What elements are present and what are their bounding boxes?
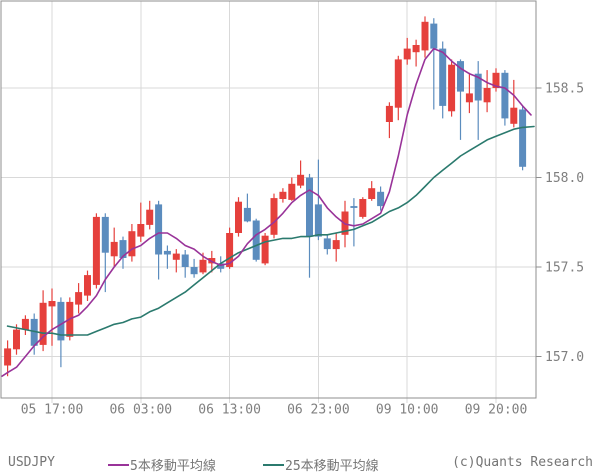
candle-body-up bbox=[75, 292, 83, 305]
candle-body-down bbox=[30, 318, 38, 346]
y-axis-label: 158.0 bbox=[545, 171, 584, 186]
symbol-label: USDJPY bbox=[8, 455, 55, 470]
candle-body-up bbox=[483, 88, 491, 103]
candle-body-down bbox=[457, 61, 464, 92]
candle-body-up bbox=[403, 48, 411, 60]
candle-body-up bbox=[332, 240, 340, 250]
candle-body-down bbox=[57, 301, 65, 341]
candle-body-up bbox=[48, 301, 56, 307]
ma5-line bbox=[1, 47, 532, 378]
candle-body-up bbox=[128, 231, 136, 257]
candles bbox=[4, 16, 527, 377]
candle-body-down bbox=[306, 177, 313, 237]
legend-ma25: 25本移動平均線 bbox=[263, 455, 379, 474]
candle-body-down bbox=[430, 23, 438, 49]
candle-body-down bbox=[181, 254, 189, 267]
candle-body-down bbox=[377, 191, 385, 207]
candle-body-up bbox=[359, 199, 367, 217]
candle-body-down bbox=[323, 238, 331, 250]
x-axis-label: 06 23:00 bbox=[287, 403, 350, 418]
candle-body-down bbox=[101, 216, 109, 253]
x-axis-label: 06 13:00 bbox=[198, 403, 261, 418]
candle-body-up bbox=[199, 259, 207, 273]
x-axis-label: 09 10:00 bbox=[376, 403, 439, 418]
candle-body-up bbox=[465, 93, 473, 103]
candle-body-up bbox=[13, 329, 20, 350]
candle-body-up bbox=[146, 209, 154, 225]
candle-body-up bbox=[172, 253, 180, 260]
candle-body-up bbox=[261, 235, 269, 264]
candle-body-down bbox=[119, 240, 127, 258]
candle-body-up bbox=[92, 216, 100, 285]
x-axis-label: 09 20:00 bbox=[465, 403, 528, 418]
candle-body-up bbox=[421, 21, 429, 51]
candle-body-up bbox=[235, 201, 242, 233]
candle-body-up bbox=[226, 233, 234, 267]
candle-body-up bbox=[368, 188, 376, 199]
ma25-line-swatch bbox=[263, 464, 284, 466]
moving-average-lines bbox=[1, 47, 535, 378]
candle-body-up bbox=[137, 224, 145, 237]
x-axis-label: 05 17:00 bbox=[21, 403, 84, 418]
candle-body-down bbox=[190, 267, 198, 275]
candle-body-up bbox=[288, 183, 296, 200]
candle-body-up bbox=[4, 348, 12, 366]
candle-body-down bbox=[350, 206, 358, 208]
y-axis-label: 157.5 bbox=[545, 261, 584, 276]
ma25-line bbox=[6, 125, 535, 336]
candle-body-down bbox=[243, 207, 251, 222]
candle-body-down bbox=[163, 250, 171, 255]
candle-body-up bbox=[394, 59, 402, 108]
x-axis-label: 06 03:00 bbox=[109, 403, 172, 418]
candle-body-up bbox=[412, 45, 420, 53]
candle-body-down bbox=[501, 72, 509, 119]
candle-body-up bbox=[510, 107, 518, 124]
ma25-legend-label: 25本移動平均線 bbox=[285, 459, 379, 474]
candle-body-up bbox=[110, 241, 118, 257]
candle-body-up bbox=[39, 302, 47, 345]
candle-body-up bbox=[448, 64, 456, 112]
candle-body-up bbox=[270, 198, 278, 235]
candle-body-up bbox=[492, 72, 500, 88]
plot-border-rect bbox=[0, 0, 537, 399]
candle-body-down bbox=[252, 220, 260, 260]
candle-body-down bbox=[439, 48, 447, 106]
candle-body-up bbox=[297, 174, 305, 186]
legend-ma5: 5本移動平均線 bbox=[108, 455, 216, 474]
candle-body-up bbox=[385, 105, 393, 122]
plot-border bbox=[0, 0, 537, 399]
y-axis-label: 157.0 bbox=[545, 350, 584, 365]
gridlines bbox=[1, 1, 536, 403]
ma5-legend-label: 5本移動平均線 bbox=[130, 459, 216, 474]
candle-body-down bbox=[474, 73, 482, 101]
candle-body-down bbox=[519, 109, 527, 167]
axis-labels: 158.5 158.0 157.5 157.0 05 17:00 06 03:00 06 1… bbox=[21, 82, 584, 418]
footer: USDJPY 5本移動平均線 25本移動平均線 (c)Quants Resear… bbox=[0, 455, 600, 475]
ma5-line-swatch bbox=[108, 464, 129, 466]
candle-body-up bbox=[84, 275, 91, 296]
y-axis-label: 158.5 bbox=[545, 82, 584, 97]
candle-body-down bbox=[217, 263, 225, 269]
candle-body-down bbox=[155, 204, 163, 255]
candle-body-down bbox=[314, 204, 322, 237]
candle-body-up bbox=[21, 318, 29, 330]
candle-body-up bbox=[279, 191, 287, 199]
credit-label: (c)Quants Research bbox=[452, 455, 593, 470]
